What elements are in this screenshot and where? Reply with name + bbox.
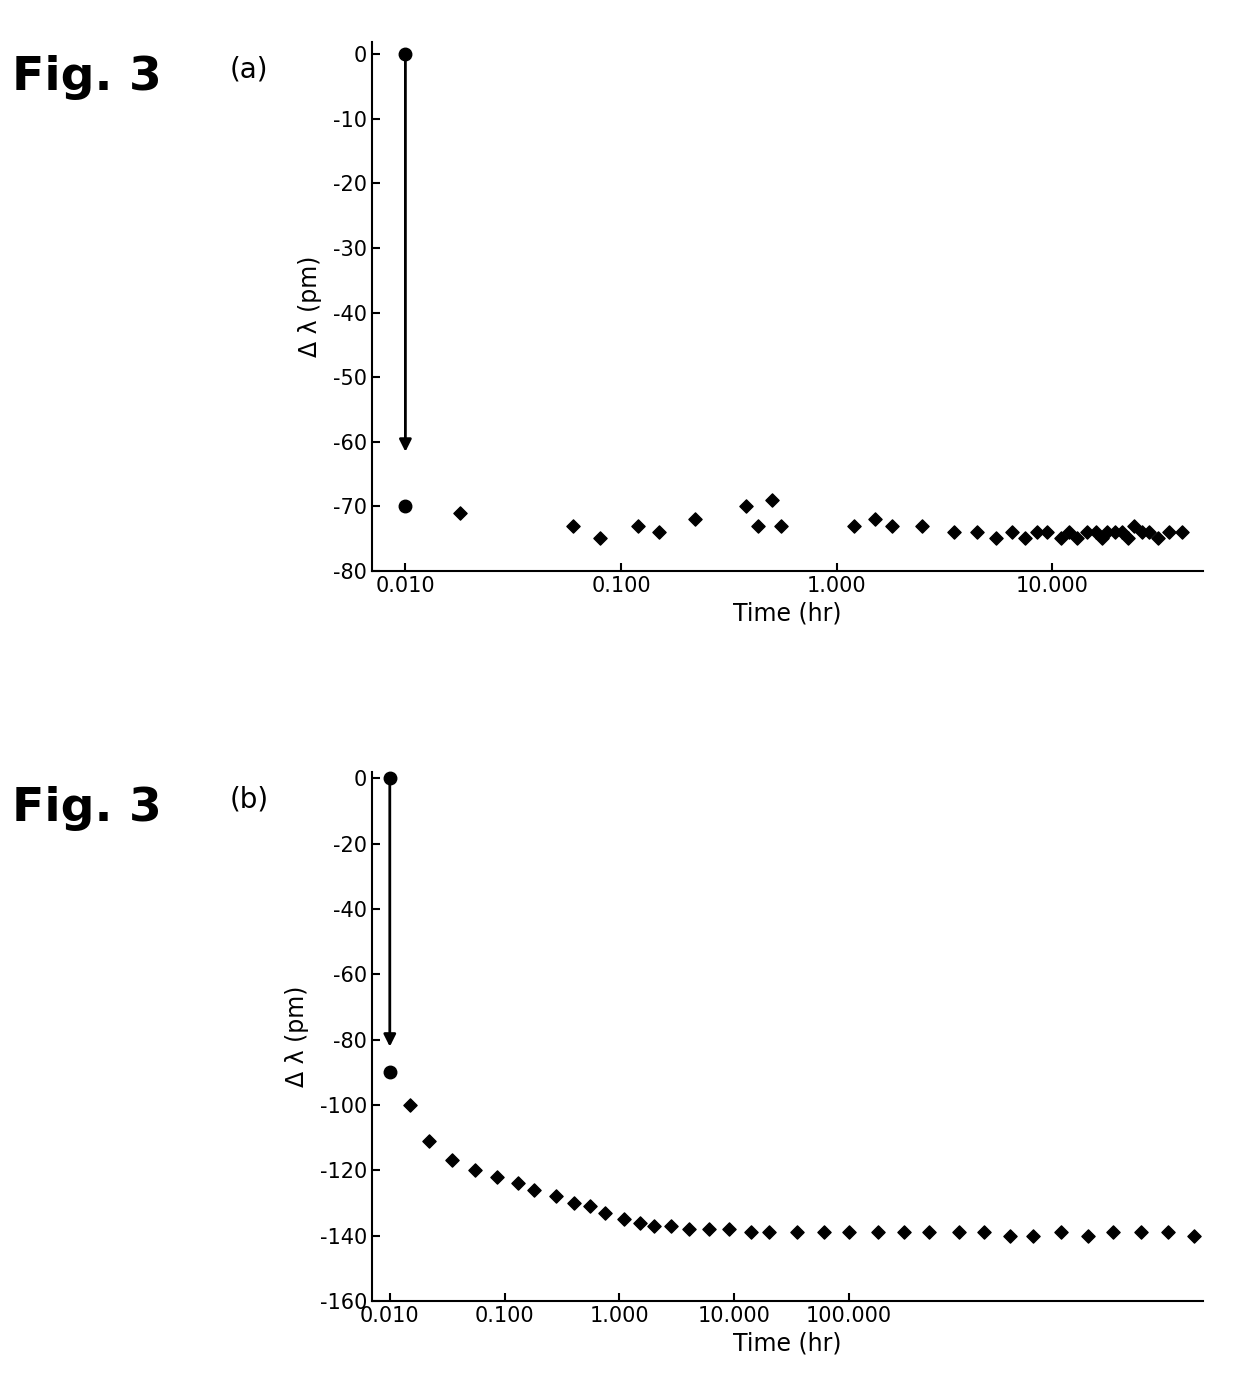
Point: [761, 489, 781, 511]
Point: [630, 1211, 650, 1233]
Point: [419, 1129, 439, 1151]
Point: [678, 1218, 698, 1240]
Point: [1078, 1225, 1097, 1247]
Point: [913, 515, 932, 537]
Point: [1105, 520, 1125, 543]
Text: Fig. 3: Fig. 3: [12, 786, 162, 830]
Point: [1184, 1225, 1204, 1247]
Point: [590, 527, 610, 549]
Point: [1148, 527, 1168, 549]
Point: [868, 1221, 888, 1243]
Point: [1078, 520, 1097, 543]
Point: [1052, 527, 1071, 549]
Point: [1086, 520, 1106, 543]
Y-axis label: Δ λ (pm): Δ λ (pm): [298, 256, 322, 357]
Point: [1138, 520, 1158, 543]
Point: [1131, 1221, 1151, 1243]
Point: [999, 1225, 1019, 1247]
Point: [843, 515, 863, 537]
Point: [684, 508, 704, 530]
Point: [443, 1150, 463, 1172]
Point: [967, 520, 987, 543]
Point: [1132, 520, 1152, 543]
Point: [737, 495, 756, 518]
Point: [486, 1165, 506, 1187]
Y-axis label: Δ λ (pm): Δ λ (pm): [285, 985, 309, 1086]
Point: [649, 520, 668, 543]
Point: [1104, 1221, 1123, 1243]
Point: [546, 1185, 565, 1207]
Point: [661, 1215, 681, 1237]
Point: [465, 1160, 485, 1182]
Point: [1038, 520, 1058, 543]
X-axis label: Time (hr): Time (hr): [733, 601, 842, 626]
Point: [1125, 515, 1145, 537]
Point: [882, 515, 901, 537]
Point: [975, 1221, 994, 1243]
Point: [525, 1179, 544, 1201]
Point: [1112, 520, 1132, 543]
Text: (a): (a): [229, 55, 268, 83]
Point: [1118, 527, 1138, 549]
Point: [1016, 527, 1035, 549]
Point: [759, 1221, 779, 1243]
Point: [450, 501, 470, 523]
Point: [1059, 520, 1079, 543]
Text: (b): (b): [229, 786, 269, 814]
Point: [1023, 1225, 1043, 1247]
Point: [1092, 527, 1112, 549]
Point: [563, 515, 583, 537]
X-axis label: Time (hr): Time (hr): [733, 1331, 842, 1355]
Text: Fig. 3: Fig. 3: [12, 55, 162, 101]
Point: [839, 1221, 859, 1243]
Point: [629, 515, 649, 537]
Point: [614, 1208, 634, 1230]
Point: [564, 1192, 584, 1214]
Point: [1097, 520, 1117, 543]
Point: [742, 1221, 761, 1243]
Point: [1002, 520, 1022, 543]
Point: [1172, 520, 1192, 543]
Point: [719, 1218, 739, 1240]
Point: [986, 527, 1006, 549]
Point: [699, 1218, 719, 1240]
Point: [595, 1201, 615, 1223]
Point: [1158, 1221, 1178, 1243]
Point: [864, 508, 884, 530]
Point: [949, 1221, 968, 1243]
Point: [1027, 520, 1047, 543]
Point: [644, 1215, 663, 1237]
Point: [401, 1093, 420, 1116]
Point: [580, 1196, 600, 1218]
Point: [787, 1221, 807, 1243]
Point: [748, 515, 768, 537]
Point: [944, 520, 963, 543]
Point: [508, 1172, 528, 1194]
Point: [894, 1221, 914, 1243]
Point: [1066, 527, 1086, 549]
Point: [920, 1221, 940, 1243]
Point: [1159, 520, 1179, 543]
Point: [1052, 1221, 1071, 1243]
Point: [770, 515, 790, 537]
Point: [813, 1221, 833, 1243]
